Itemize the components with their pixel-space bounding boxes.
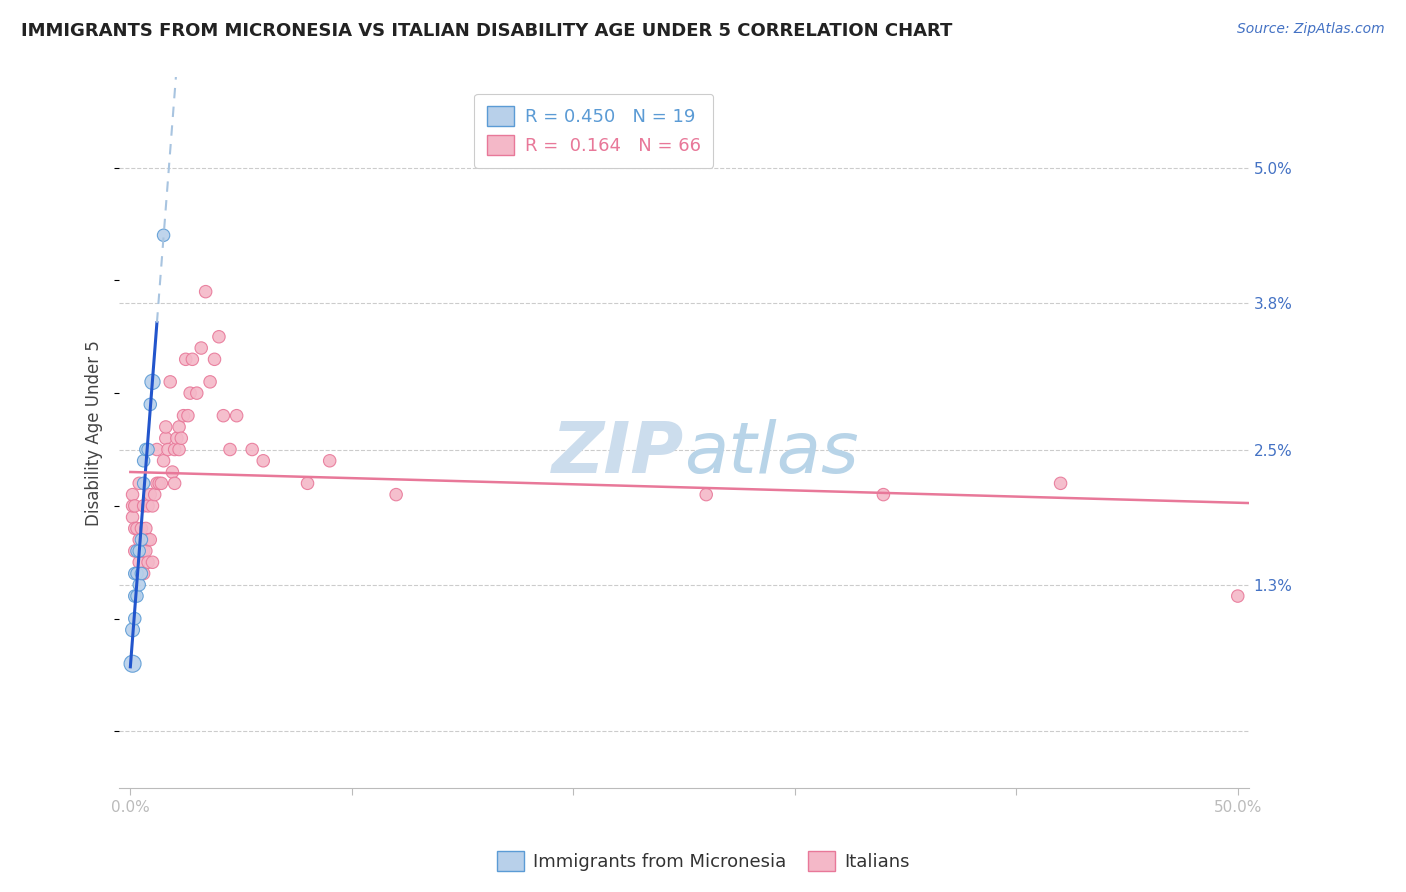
Point — [177, 409, 200, 423]
Point — [125, 566, 148, 581]
Point — [150, 476, 173, 491]
Point — [162, 465, 184, 479]
Point — [179, 386, 201, 401]
Point — [141, 555, 163, 569]
Point — [163, 442, 186, 457]
Point — [385, 487, 408, 501]
Point — [131, 521, 153, 535]
Point — [125, 566, 148, 581]
Point — [131, 566, 153, 581]
Point — [139, 397, 162, 411]
Point — [155, 431, 177, 445]
Point — [318, 454, 340, 468]
Point — [136, 499, 159, 513]
Point — [146, 442, 169, 457]
Text: atlas: atlas — [685, 419, 859, 489]
Point — [181, 352, 204, 367]
Point — [135, 442, 157, 457]
Point — [167, 442, 190, 457]
Point — [136, 555, 159, 569]
Point — [297, 476, 319, 491]
Point — [124, 566, 146, 581]
Text: IMMIGRANTS FROM MICRONESIA VS ITALIAN DISABILITY AGE UNDER 5 CORRELATION CHART: IMMIGRANTS FROM MICRONESIA VS ITALIAN DI… — [21, 22, 952, 40]
Point — [174, 352, 197, 367]
Point — [135, 544, 157, 558]
Point — [198, 375, 221, 389]
Point — [131, 544, 153, 558]
Point — [141, 375, 163, 389]
Point — [146, 476, 169, 491]
Point — [132, 544, 155, 558]
Point — [212, 409, 235, 423]
Point — [143, 487, 166, 501]
Point — [121, 487, 143, 501]
Point — [132, 499, 155, 513]
Point — [124, 612, 146, 626]
Point — [166, 431, 188, 445]
Point — [141, 499, 163, 513]
Point — [131, 533, 153, 547]
Point — [128, 544, 150, 558]
Point — [125, 589, 148, 603]
Point — [128, 476, 150, 491]
Point — [121, 657, 143, 671]
Point — [124, 589, 146, 603]
Point — [132, 476, 155, 491]
Point — [125, 521, 148, 535]
Point — [159, 375, 181, 389]
Point — [170, 431, 193, 445]
Point — [872, 487, 894, 501]
Point — [125, 544, 148, 558]
Point — [225, 409, 247, 423]
Point — [132, 566, 155, 581]
Point — [219, 442, 242, 457]
Point — [124, 499, 146, 513]
Point — [155, 420, 177, 434]
Point — [163, 476, 186, 491]
Point — [124, 544, 146, 558]
Point — [136, 442, 159, 457]
Point — [132, 454, 155, 468]
Point — [128, 533, 150, 547]
Point — [124, 521, 146, 535]
Text: ZIP: ZIP — [551, 419, 685, 489]
Point — [190, 341, 212, 355]
Point — [695, 487, 717, 501]
Point — [1049, 476, 1071, 491]
Point — [1226, 589, 1249, 603]
Point — [173, 409, 195, 423]
Legend: R = 0.450   N = 19, R =  0.164   N = 66: R = 0.450 N = 19, R = 0.164 N = 66 — [474, 94, 713, 168]
Point — [136, 533, 159, 547]
Point — [194, 285, 217, 299]
Point — [156, 442, 179, 457]
Point — [152, 228, 174, 243]
Point — [252, 454, 274, 468]
Point — [121, 510, 143, 524]
Point — [148, 476, 170, 491]
Point — [131, 566, 153, 581]
Point — [128, 555, 150, 569]
Point — [135, 521, 157, 535]
Point — [121, 623, 143, 637]
Point — [139, 487, 162, 501]
Text: Source: ZipAtlas.com: Source: ZipAtlas.com — [1237, 22, 1385, 37]
Y-axis label: Disability Age Under 5: Disability Age Under 5 — [86, 340, 103, 525]
Point — [121, 499, 143, 513]
Point — [240, 442, 263, 457]
Legend: Immigrants from Micronesia, Italians: Immigrants from Micronesia, Italians — [489, 844, 917, 879]
Point — [204, 352, 226, 367]
Point — [139, 533, 162, 547]
Point — [152, 454, 174, 468]
Point — [208, 330, 231, 344]
Point — [167, 420, 190, 434]
Point — [128, 578, 150, 592]
Point — [186, 386, 208, 401]
